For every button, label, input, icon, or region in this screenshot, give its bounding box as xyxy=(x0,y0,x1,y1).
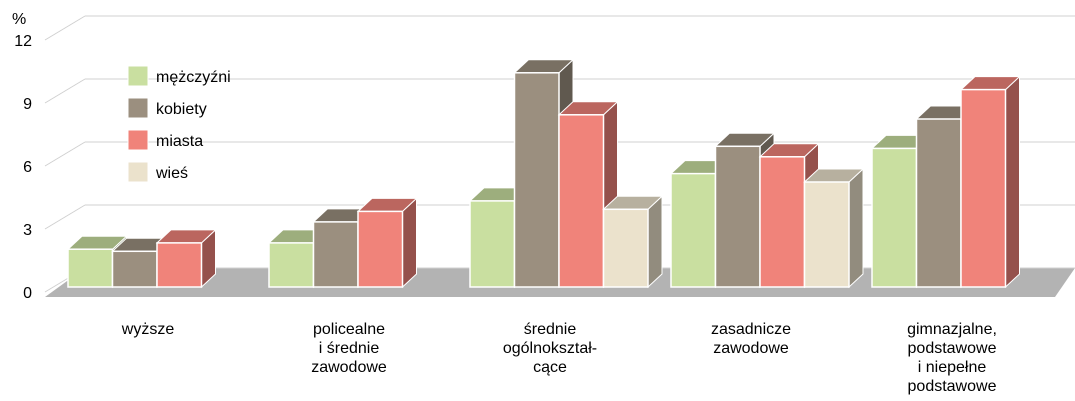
bar xyxy=(513,72,560,288)
bar xyxy=(357,210,404,288)
bar-side xyxy=(647,195,663,289)
bar xyxy=(469,200,516,288)
bar xyxy=(312,221,359,288)
x-tick-label: wyższe xyxy=(121,321,175,338)
y-tick-label: 0 xyxy=(23,285,32,302)
grid-line xyxy=(44,78,86,104)
legend-swatch xyxy=(127,161,149,183)
y-tick-label: 6 xyxy=(23,159,32,176)
legend-swatch xyxy=(127,97,149,119)
bar xyxy=(558,114,605,288)
bar xyxy=(156,242,203,288)
x-tick-label: policealne i średnie zawodowe xyxy=(311,321,387,376)
grid-line xyxy=(44,141,86,167)
y-tick-label: 3 xyxy=(23,222,32,239)
y-tick-label: 9 xyxy=(23,96,32,113)
bar xyxy=(67,248,114,288)
legend-label: kobiety xyxy=(156,101,207,118)
y-axis-label: % xyxy=(12,11,26,28)
grid-line xyxy=(44,15,86,41)
bar xyxy=(803,181,850,288)
bar xyxy=(960,88,1007,288)
bar xyxy=(915,118,962,288)
bar-side xyxy=(402,197,417,289)
bar xyxy=(268,242,315,288)
legend-label: mężczyźni xyxy=(156,69,231,86)
grid-line xyxy=(44,204,86,230)
y-tick-label: 12 xyxy=(14,33,32,50)
legend-label: wieś xyxy=(155,165,188,182)
x-tick-label: gimnazjalne, podstawowe i niepełne podst… xyxy=(907,321,997,395)
legend-label: miasta xyxy=(156,133,203,150)
bar-side xyxy=(1005,75,1020,289)
bar xyxy=(670,172,717,288)
bar xyxy=(871,147,918,288)
bar xyxy=(759,156,806,288)
bar xyxy=(714,145,761,288)
x-tick-label: zasadnicze zawodowe xyxy=(710,321,792,357)
legend-swatch xyxy=(127,65,149,87)
bar xyxy=(111,250,158,288)
bar xyxy=(602,208,649,288)
legend-swatch xyxy=(127,129,149,151)
x-tick-label: średnie ogólnokształ- cące xyxy=(502,321,598,376)
bar-side xyxy=(848,167,864,289)
